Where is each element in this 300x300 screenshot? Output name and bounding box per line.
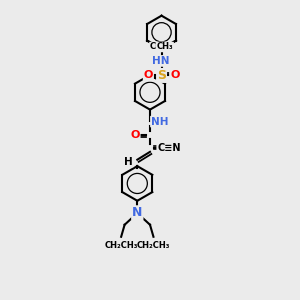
Text: O: O bbox=[130, 130, 140, 140]
Text: O: O bbox=[144, 70, 153, 80]
Text: CH₂CH₃: CH₂CH₃ bbox=[137, 241, 170, 250]
Text: O: O bbox=[170, 70, 179, 80]
Text: NH: NH bbox=[151, 117, 168, 127]
Text: CH₂CH₃: CH₂CH₃ bbox=[104, 241, 138, 250]
Text: CH₃: CH₃ bbox=[150, 43, 166, 52]
Text: S: S bbox=[157, 69, 166, 82]
Text: N: N bbox=[132, 206, 142, 219]
Text: H: H bbox=[124, 157, 133, 166]
Text: CH₃: CH₃ bbox=[157, 43, 173, 52]
Text: C≡N: C≡N bbox=[157, 143, 181, 153]
Text: HN: HN bbox=[152, 56, 169, 66]
